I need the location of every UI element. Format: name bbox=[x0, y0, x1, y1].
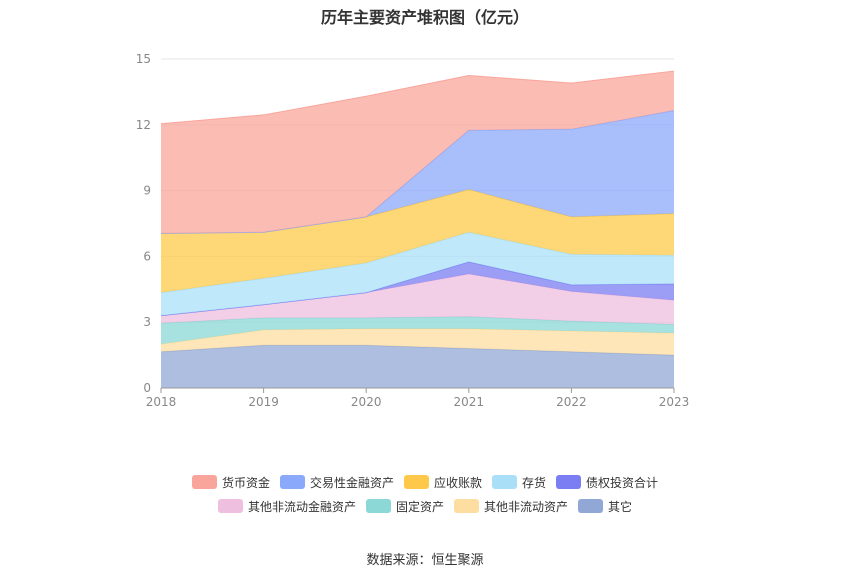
area-series-0[interactable] bbox=[161, 345, 674, 388]
legend-item[interactable]: 存货 bbox=[492, 474, 546, 490]
area-series bbox=[160, 70, 675, 388]
area-series-2[interactable] bbox=[161, 316, 674, 345]
data-source: 数据来源：恒生聚源 bbox=[366, 553, 484, 568]
axes: 0 3 6 9 12 15 2018 2019 2020 2021 2022 2023 bbox=[136, 52, 690, 409]
x-tick-label: 2021 bbox=[454, 395, 485, 409]
x-tick-label: 2023 bbox=[659, 395, 690, 409]
y-tick-label: 15 bbox=[136, 52, 151, 66]
legend-label: 其他非流动金融资产 bbox=[247, 499, 356, 514]
x-tick-label: 2019 bbox=[248, 395, 279, 409]
legend-swatch bbox=[403, 475, 429, 489]
legend-label: 债权投资合计 bbox=[586, 475, 659, 490]
y-tick-label: 6 bbox=[143, 249, 151, 263]
legend-swatch bbox=[365, 499, 391, 513]
x-tick-label: 2018 bbox=[146, 395, 177, 409]
legend-item[interactable]: 固定资产 bbox=[365, 498, 444, 514]
y-tick-label: 9 bbox=[143, 184, 151, 198]
legend-item[interactable]: 交易性金融资产 bbox=[279, 474, 394, 490]
legend-swatch bbox=[556, 475, 582, 489]
legend-item[interactable]: 其他非流动金融资产 bbox=[217, 498, 356, 514]
legend-swatch bbox=[191, 475, 217, 489]
legend-label: 货币资金 bbox=[221, 475, 270, 490]
area-series-6[interactable] bbox=[161, 189, 674, 293]
area-series-3[interactable] bbox=[161, 273, 674, 325]
x-tick-label: 2022 bbox=[556, 395, 587, 409]
legend-item[interactable]: 其它 bbox=[578, 498, 632, 514]
area-series-5[interactable] bbox=[161, 232, 674, 316]
y-tick-label: 0 bbox=[143, 381, 151, 395]
y-tick-label: 12 bbox=[136, 118, 151, 132]
chart-title: 历年主要资产堆积图（亿元） bbox=[320, 8, 529, 27]
legend-swatch bbox=[578, 499, 604, 513]
area-series-1[interactable] bbox=[161, 328, 674, 356]
legend-item[interactable]: 债权投资合计 bbox=[556, 474, 658, 490]
legend-label: 其他非流动资产 bbox=[484, 499, 569, 514]
area-series-8[interactable] bbox=[161, 71, 674, 234]
area-series-4[interactable] bbox=[161, 261, 674, 316]
y-tick-label: 3 bbox=[143, 315, 151, 329]
legend-label: 固定资产 bbox=[395, 499, 444, 514]
legend-label: 交易性金融资产 bbox=[309, 475, 394, 490]
legend-swatch bbox=[454, 499, 479, 513]
legend-label: 应收账款 bbox=[433, 475, 482, 490]
area-series-line-8 bbox=[160, 70, 675, 125]
legend-label: 存货 bbox=[522, 475, 547, 490]
legend-item[interactable]: 货币资金 bbox=[191, 474, 270, 490]
area-series-7[interactable] bbox=[161, 110, 674, 234]
legend-swatch bbox=[279, 475, 305, 489]
legend-row-2: 其他非流动金融资产 固定资产 其他非流动资产 其它 bbox=[0, 498, 850, 514]
legend-label: 其它 bbox=[608, 499, 633, 514]
legend-swatch bbox=[492, 475, 517, 489]
legend-item[interactable]: 应收账款 bbox=[403, 474, 482, 490]
x-tick-label: 2020 bbox=[351, 395, 382, 409]
legend-row-1: 货币资金 交易性金融资产 应收账款 存货 债权投资合计 bbox=[0, 474, 850, 490]
legend-item[interactable]: 其他非流动资产 bbox=[454, 498, 568, 514]
legend-swatch bbox=[217, 499, 243, 513]
